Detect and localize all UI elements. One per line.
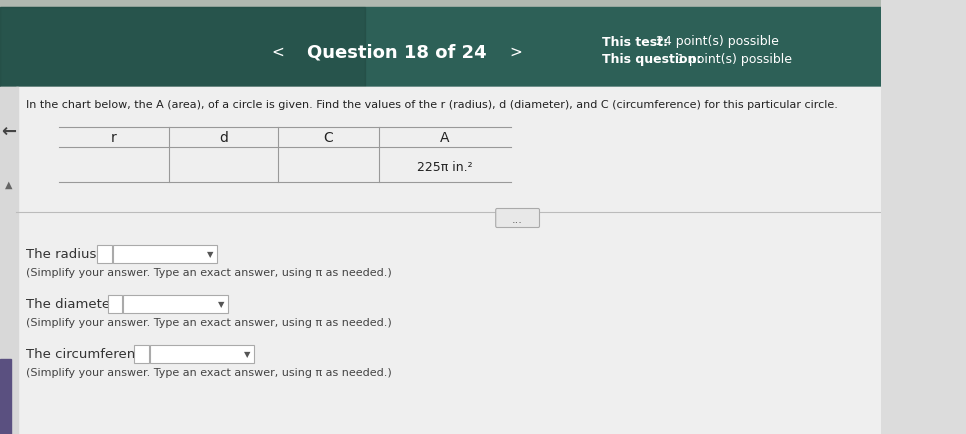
- Text: In the chart below, the A (area), of a circle is given. Find the values of the r: In the chart below, the A (area), of a c…: [25, 100, 838, 110]
- Bar: [0, 88, 881, 434]
- Text: ▲: ▲: [6, 180, 13, 190]
- Bar: [97, 246, 112, 263]
- Bar: [0, 88, 18, 434]
- Text: ...: ...: [512, 214, 523, 224]
- Text: ←: ←: [2, 123, 16, 141]
- Text: The circumference is: The circumference is: [25, 348, 165, 361]
- FancyBboxPatch shape: [496, 209, 539, 228]
- Text: 225π in.²: 225π in.²: [417, 161, 472, 174]
- Text: Question 18 of 24: Question 18 of 24: [307, 43, 487, 61]
- Text: ▼: ▼: [244, 350, 250, 358]
- Bar: [16, 88, 881, 434]
- Text: The diameter is: The diameter is: [25, 298, 130, 311]
- Text: 24 point(s) possible: 24 point(s) possible: [652, 36, 779, 48]
- Text: (Simplify your answer. Type an exact answer, using π as needed.): (Simplify your answer. Type an exact ans…: [25, 317, 391, 327]
- Bar: [0, 8, 365, 88]
- Text: This question:: This question:: [602, 53, 701, 66]
- Text: The radius is: The radius is: [25, 248, 111, 261]
- Text: ▼: ▼: [207, 250, 213, 259]
- Bar: [113, 246, 217, 263]
- Text: (Simplify your answer. Type an exact answer, using π as needed.): (Simplify your answer. Type an exact ans…: [25, 367, 391, 377]
- Bar: [0, 0, 881, 8]
- Text: This test:: This test:: [602, 36, 668, 48]
- Text: 1 point(s) possible: 1 point(s) possible: [673, 53, 792, 66]
- Bar: [123, 295, 228, 313]
- Text: ▼: ▼: [217, 300, 224, 309]
- Bar: [150, 345, 254, 363]
- Bar: [107, 295, 123, 313]
- Bar: [0, 8, 881, 88]
- Text: (Simplify your answer. Type an exact answer, using π as needed.): (Simplify your answer. Type an exact ans…: [25, 267, 391, 277]
- Text: >: >: [509, 44, 522, 59]
- Text: <: <: [271, 44, 285, 59]
- Bar: [134, 345, 149, 363]
- Text: C: C: [324, 131, 333, 145]
- Text: A: A: [440, 131, 449, 145]
- Text: r: r: [111, 131, 117, 145]
- Bar: [0, 359, 11, 434]
- Text: d: d: [219, 131, 228, 145]
